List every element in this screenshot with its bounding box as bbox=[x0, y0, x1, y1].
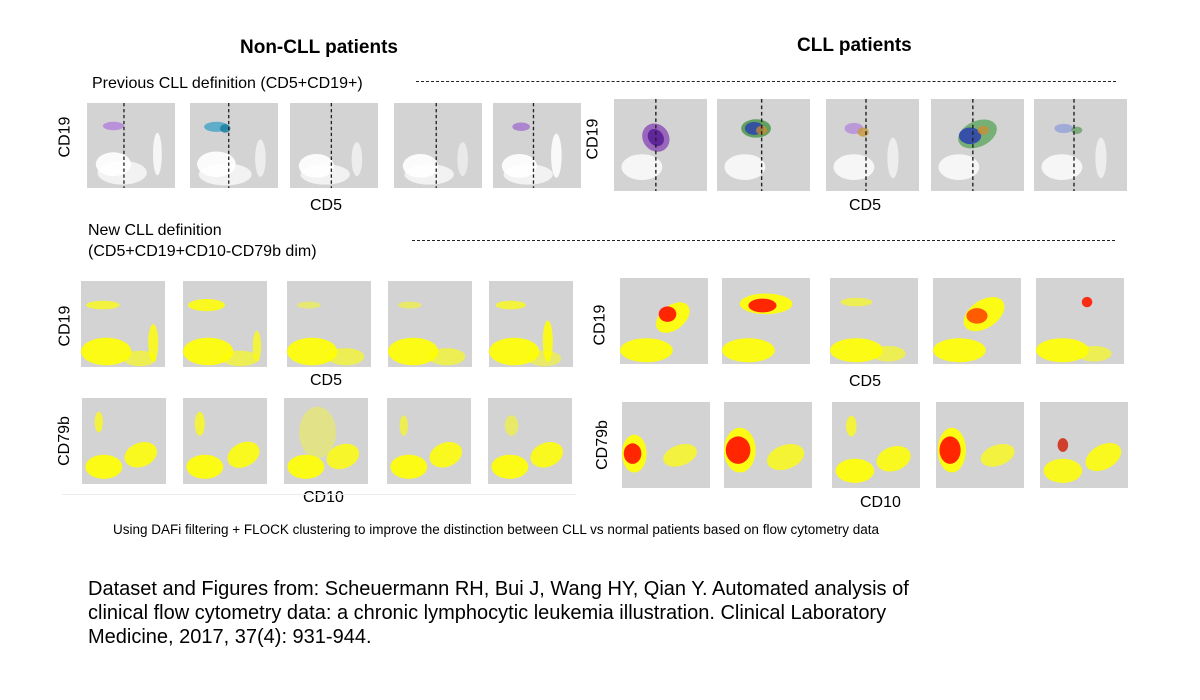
new-cll-cd79b-plot-3 bbox=[832, 402, 920, 488]
new-noncll-cd79b-plot-2 bbox=[183, 398, 267, 484]
previous-definition-label: Previous CLL definition (CD5+CD19+) bbox=[92, 75, 363, 92]
new-cll-cd79b-plot-2 bbox=[724, 402, 812, 488]
citation: Dataset and Figures from: Scheuermann RH… bbox=[88, 577, 909, 649]
new-definition-label: New CLL definition (CD5+CD19+CD10-CD79b … bbox=[88, 220, 317, 262]
new-noncll-cd19-plot-1 bbox=[81, 281, 165, 367]
prev-noncll-plot-1 bbox=[87, 103, 175, 188]
new-cll-cd79b-plot-1 bbox=[622, 402, 710, 488]
row3-right-cd10-label: CD10 bbox=[860, 494, 901, 511]
new-noncll-cd19-plot-2 bbox=[183, 281, 267, 367]
new-definition-line1: New CLL definition bbox=[88, 222, 222, 239]
row3-left-cd79b-label: CD79b bbox=[55, 416, 73, 466]
prev-noncll-plot-2 bbox=[190, 103, 278, 188]
new-cll-cd19-plot-4 bbox=[933, 278, 1021, 364]
new-noncll-cd79b-plot-3 bbox=[284, 398, 368, 484]
row3-right-cd79b-label: CD79b bbox=[593, 420, 611, 470]
row1-right-cd19-label: CD19 bbox=[584, 118, 602, 160]
row1-right-cd5-label: CD5 bbox=[849, 197, 882, 214]
prev-noncll-plot-3 bbox=[290, 103, 378, 188]
citation-line-3: Medicine, 2017, 37(4): 931-944. bbox=[88, 626, 372, 648]
row1-left-cd19-label: CD19 bbox=[56, 116, 74, 158]
new-noncll-cd79b-plot-4 bbox=[387, 398, 471, 484]
row2-left-cd19-label: CD19 bbox=[56, 305, 74, 347]
new-noncll-cd19-plot-3 bbox=[287, 281, 371, 367]
cll-header: CLL patients bbox=[797, 35, 912, 56]
row2-right-cd5-label: CD5 bbox=[849, 373, 882, 390]
previous-definition-divider bbox=[416, 81, 1116, 82]
new-noncll-cd79b-plot-5 bbox=[488, 398, 572, 484]
new-cll-cd19-plot-2 bbox=[722, 278, 810, 364]
prev-cll-plot-1 bbox=[614, 99, 707, 191]
row2-right-cd19-label: CD19 bbox=[591, 304, 609, 346]
row2-left-cd5-label: CD5 bbox=[310, 372, 343, 389]
new-cll-cd79b-plot-4 bbox=[936, 402, 1024, 488]
row3-left-cd10-label: CD10 bbox=[303, 489, 344, 506]
prev-noncll-plot-4 bbox=[394, 103, 482, 188]
prev-cll-plot-4 bbox=[931, 99, 1024, 191]
new-noncll-cd19-plot-5 bbox=[489, 281, 573, 367]
non-cll-header: Non-CLL patients bbox=[240, 37, 398, 58]
prev-cll-plot-3 bbox=[826, 99, 919, 191]
citation-line-1: Dataset and Figures from: Scheuermann RH… bbox=[88, 578, 909, 600]
new-cll-cd19-plot-3 bbox=[830, 278, 918, 364]
citation-line-2: clinical flow cytometry data: a chronic … bbox=[88, 602, 887, 624]
new-definition-line2: (CD5+CD19+CD10-CD79b dim) bbox=[88, 243, 317, 260]
new-definition-divider bbox=[412, 240, 1115, 241]
figure-caption: Using DAFi filtering + FLOCK clustering … bbox=[113, 522, 879, 537]
new-cll-cd79b-plot-5 bbox=[1040, 402, 1128, 488]
prev-cll-plot-2 bbox=[717, 99, 810, 191]
new-noncll-cd79b-plot-1 bbox=[82, 398, 166, 484]
prev-cll-plot-5 bbox=[1034, 99, 1127, 191]
new-cll-cd19-plot-1 bbox=[620, 278, 708, 364]
new-cll-cd19-plot-5 bbox=[1036, 278, 1124, 364]
left-panel-bottom-rule bbox=[62, 494, 576, 495]
prev-noncll-plot-5 bbox=[493, 103, 581, 188]
row1-left-cd5-label: CD5 bbox=[310, 197, 343, 214]
new-noncll-cd19-plot-4 bbox=[388, 281, 472, 367]
